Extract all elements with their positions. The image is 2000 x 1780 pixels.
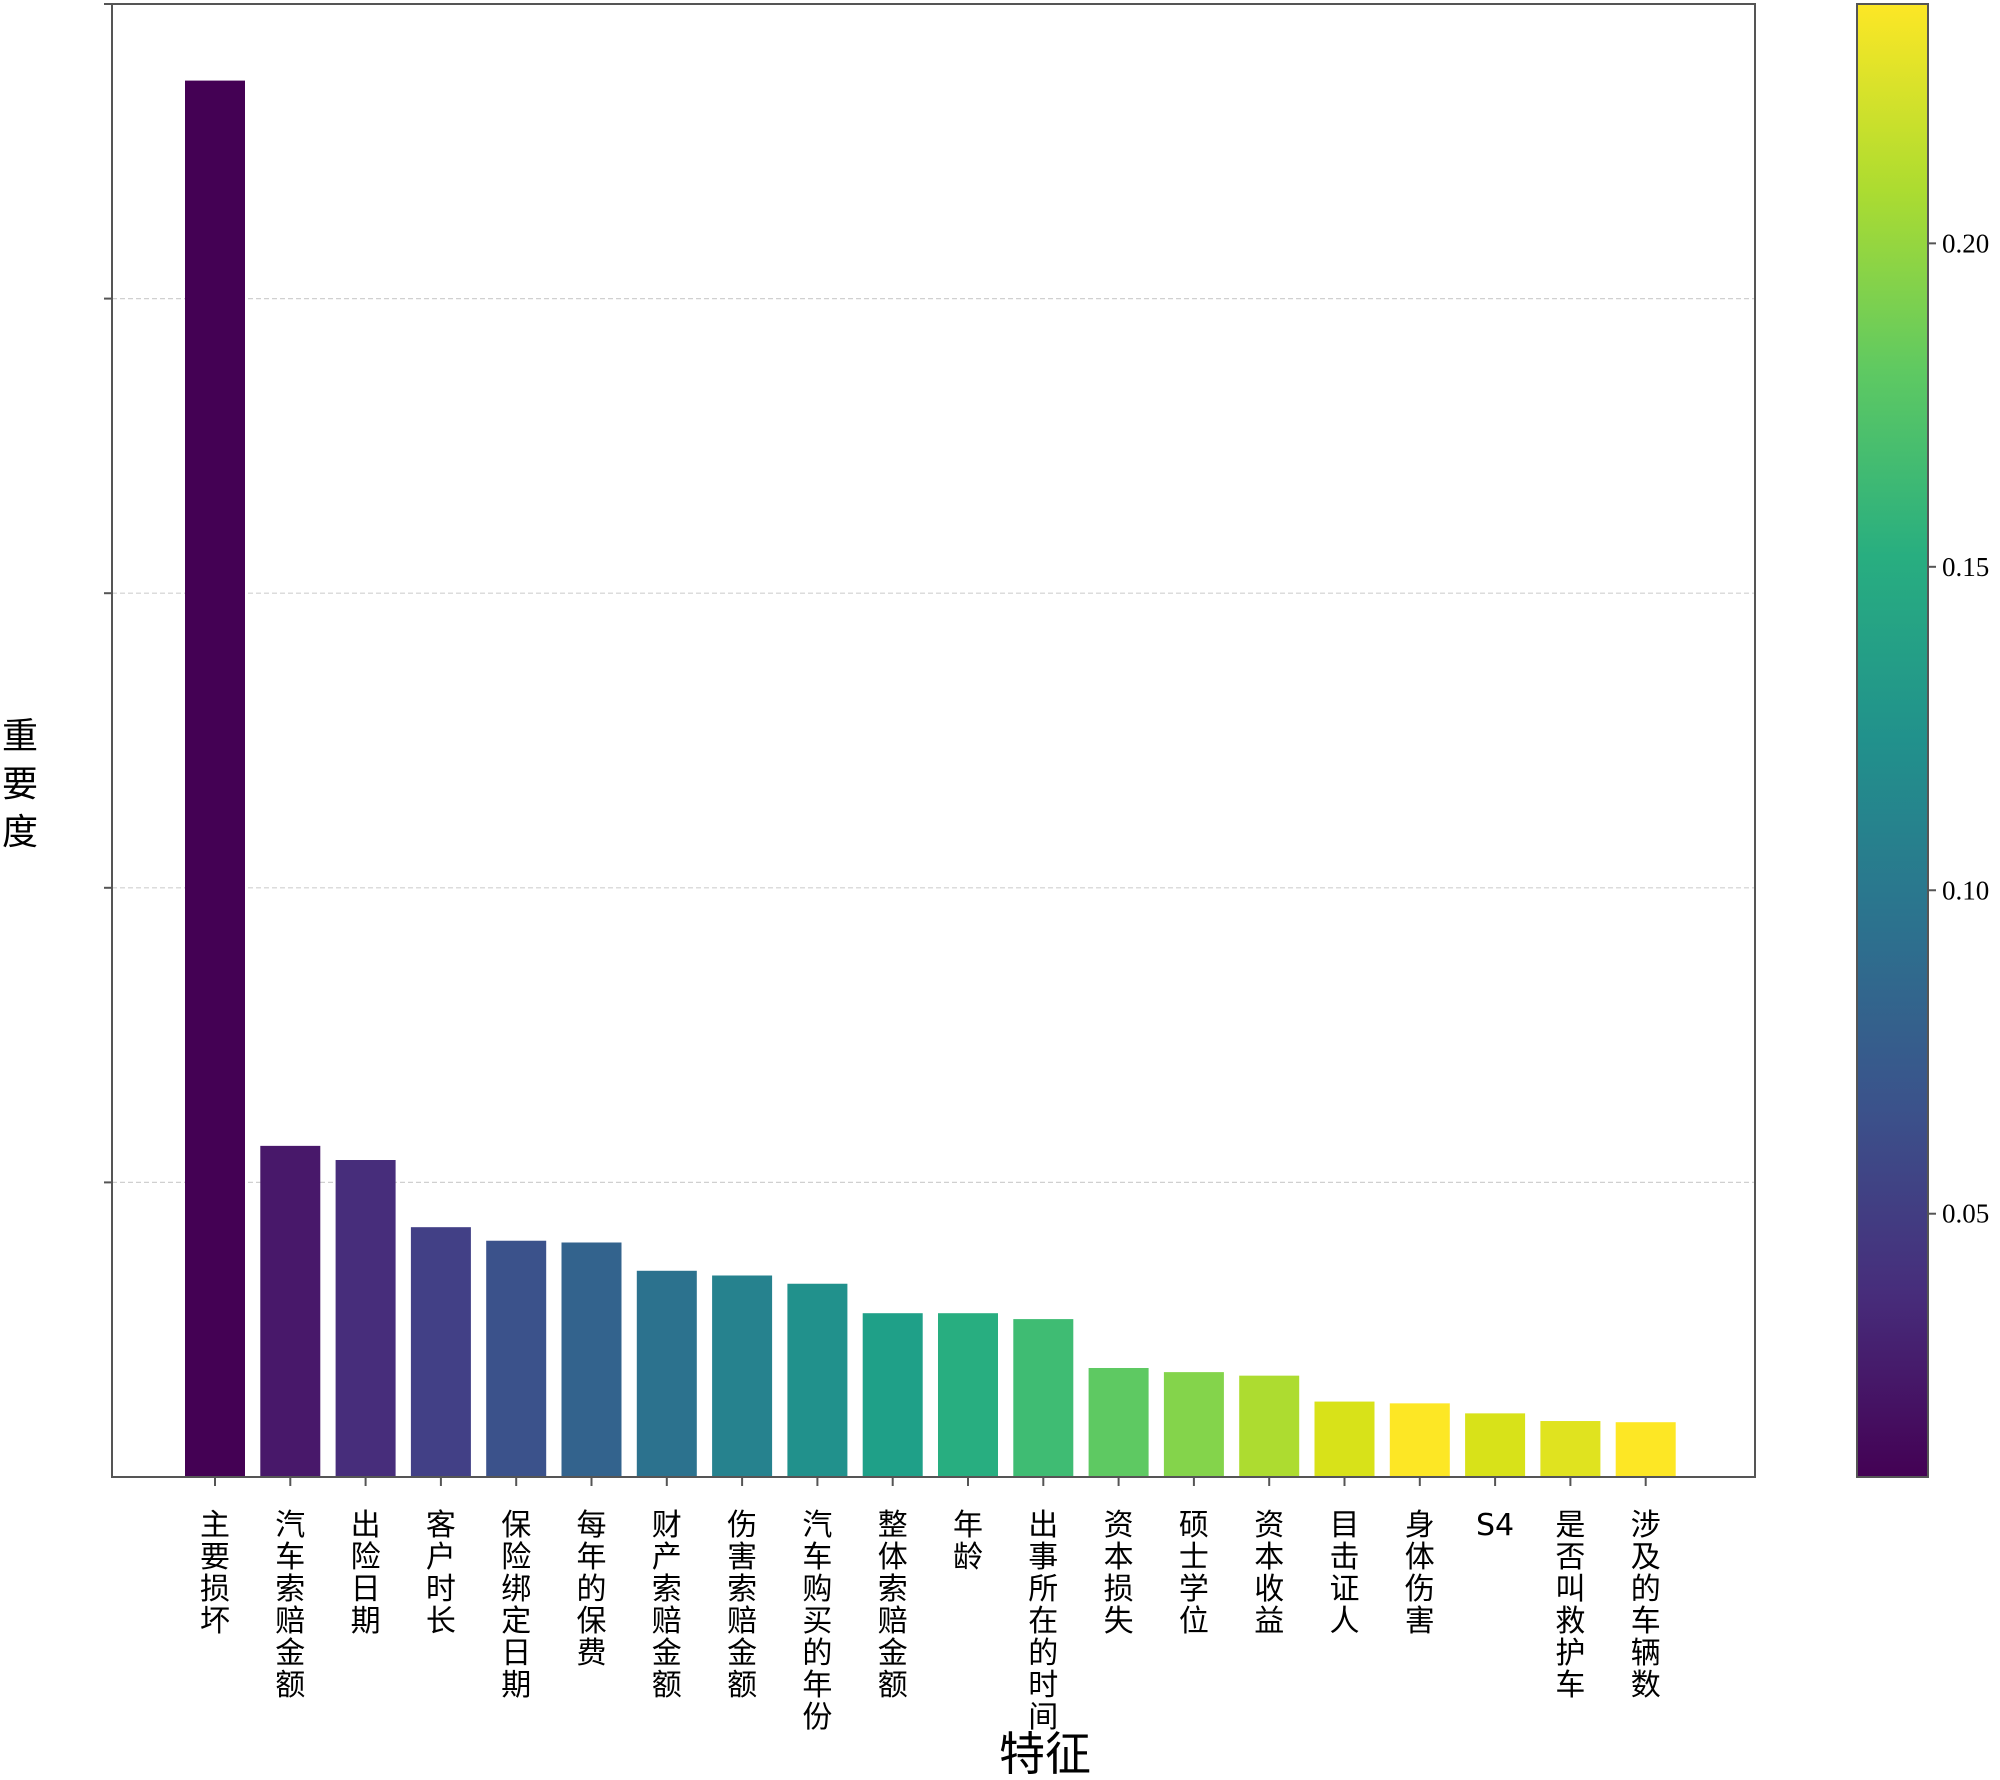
x-tick-label: 伤害索赔金额: [727, 1508, 757, 1703]
bar: [712, 1275, 773, 1477]
plot-frame: [111, 3, 1756, 1478]
x-tick-label: 每年的保费: [577, 1508, 607, 1671]
x-axis-tick-labels: 主要损坏 汽车索赔金额 出险日期 客户时长 保险绑定日期 每年的保费 财产索赔金额 伤害索赔金…: [200, 1508, 1661, 1735]
colorbar-tick-label: 0.20: [1942, 228, 1989, 258]
x-tick-label: 年龄: [953, 1508, 983, 1575]
x-tick-label: S4: [1476, 1508, 1514, 1543]
colorbar-tick-label: 0.10: [1942, 875, 1989, 905]
x-tick-label: 出事所在的时间: [1028, 1508, 1058, 1735]
bar: [636, 1270, 697, 1477]
x-tick-label: 资本收益: [1254, 1508, 1284, 1639]
bar: [1239, 1375, 1300, 1477]
bar: [1389, 1403, 1450, 1477]
bar: [185, 80, 245, 1478]
x-tick-label: 涉及的车辆数: [1631, 1508, 1661, 1703]
bar: [787, 1283, 848, 1477]
colorbar-tick-label: 0.15: [1942, 552, 1989, 582]
bar: [260, 1145, 321, 1477]
grid-lines: [112, 3, 1755, 1184]
x-tick-label: 财产索赔金额: [652, 1508, 682, 1703]
bars-group: [185, 80, 1676, 1486]
bar: [1465, 1413, 1526, 1477]
x-tick-label: 主要损坏: [200, 1508, 230, 1639]
x-tick-label: 资本损失: [1104, 1508, 1134, 1639]
bar: [1163, 1372, 1224, 1477]
bar: [1013, 1319, 1074, 1477]
x-tick-label: 硕士学位: [1179, 1508, 1209, 1639]
x-tick-label: 客户时长: [426, 1508, 456, 1639]
bar: [410, 1227, 471, 1477]
x-tick-label: 是否叫救护车: [1555, 1508, 1585, 1703]
bar: [1540, 1421, 1601, 1477]
x-tick-label: 整体索赔金额: [878, 1508, 908, 1703]
colorbar-ticks: 0.05 0.10 0.15 0.20: [1928, 228, 1989, 1229]
y-axis-ticks: [104, 3, 112, 1184]
bar: [938, 1313, 998, 1477]
bar: [486, 1240, 547, 1477]
x-tick-label: 汽车索赔金额: [275, 1508, 305, 1703]
bar: [1088, 1367, 1149, 1477]
colorbar-tick-label: 0.05: [1942, 1199, 1989, 1229]
x-tick-label: 目击证人: [1330, 1508, 1360, 1639]
bar: [561, 1242, 622, 1477]
bar: [335, 1160, 396, 1477]
x-tick-label: 保险绑定日期: [501, 1508, 531, 1703]
bar: [862, 1313, 923, 1477]
x-axis-label: 特征: [999, 1727, 1091, 1780]
bar: [1615, 1422, 1676, 1477]
x-tick-label: 出险日期: [351, 1508, 381, 1639]
y-axis-label: 重要度: [2, 716, 38, 853]
bar: [1314, 1401, 1375, 1477]
colorbar: [1856, 3, 1929, 1478]
x-tick-label: 身体伤害: [1405, 1508, 1435, 1639]
x-tick-label: 汽车购买的年份: [802, 1508, 832, 1735]
